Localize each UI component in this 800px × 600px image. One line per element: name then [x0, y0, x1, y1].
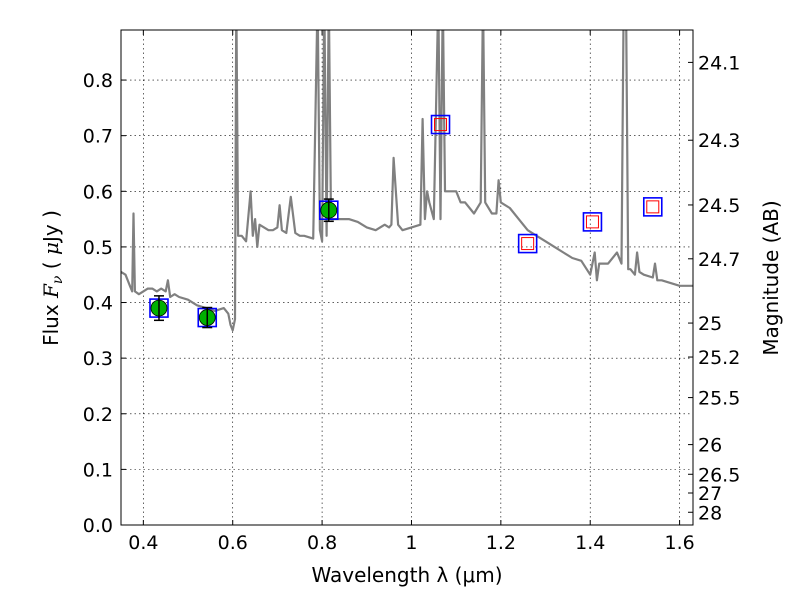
- y-tick-label: 0.4: [83, 293, 113, 315]
- x-tick-label: 1.2: [486, 532, 516, 554]
- x-tick-label: 1: [405, 532, 417, 554]
- right-tick-label: 25: [698, 313, 722, 335]
- y-tick-label: 0.3: [83, 348, 113, 370]
- y-tick-label: 0.2: [83, 404, 113, 426]
- x-tick-label: 0.8: [307, 532, 337, 554]
- x-tick-label: 1.4: [575, 532, 605, 554]
- x-tick-label: 0.4: [128, 532, 158, 554]
- right-tick-label: 24.7: [698, 249, 740, 271]
- y-tick-label: 0.6: [83, 181, 113, 203]
- plot-area: [121, 30, 693, 525]
- x-tick-label: 0.6: [218, 532, 248, 554]
- model-flux-box: [517, 233, 538, 254]
- x-axis-label: Wavelength λ (μm): [311, 563, 502, 587]
- upper-limit-marker: [434, 118, 448, 132]
- model-flux-box: [642, 197, 663, 217]
- right-tick-label: 28: [698, 502, 722, 524]
- y-axis-label: Flux Fν ( μJy ): [39, 210, 66, 346]
- right-tick-label: 25.2: [698, 347, 740, 369]
- right-tick-label: 26: [698, 435, 722, 457]
- y-tick-label: 0.1: [83, 459, 113, 481]
- upper-limit-marker: [646, 200, 660, 214]
- right-tick-label: 24.5: [698, 195, 740, 217]
- right-tick-label: 24.3: [698, 130, 740, 152]
- grid-lines: [121, 30, 693, 526]
- y-tick-label: 0.7: [83, 126, 113, 148]
- y-tick-label: 0.0: [83, 515, 113, 537]
- right-tick-label: 24.1: [698, 52, 740, 74]
- y-tick-label: 0.5: [83, 237, 113, 259]
- right-tick-label: 25.5: [698, 388, 740, 410]
- upper-limit-marker: [585, 215, 599, 229]
- right-axis-label: Magnitude (AB): [759, 200, 783, 355]
- photometry-points: [149, 114, 663, 329]
- right-tick-label: 26.5: [698, 464, 740, 486]
- right-tick-label: 27: [698, 483, 722, 505]
- model-flux-box: [582, 212, 603, 232]
- model-flux-box: [430, 114, 451, 135]
- x-tick-label: 1.6: [664, 532, 694, 554]
- upper-limit-marker: [521, 237, 535, 251]
- plot-frame: [120, 29, 694, 526]
- axis-ticks: 0.4 0.6 0.8 1 1.2 1.4 1.6 0.0 0.1 0.2 0.3 0.4 0.5 0.6…: [83, 30, 740, 554]
- y-tick-label: 0.8: [83, 70, 113, 92]
